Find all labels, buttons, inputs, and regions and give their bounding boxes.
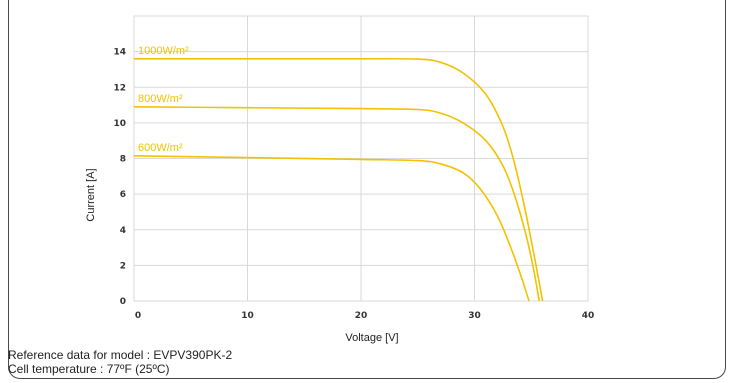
y-tick-labels: 0 2 4 6 8 10 12 14 [113, 48, 126, 307]
cell-temperature: Cell temperature : 77ºF (25ºC) [8, 362, 170, 376]
y-axis-title: Current [A] [85, 168, 97, 221]
y-tick-10: 10 [113, 119, 126, 129]
y-tick-8: 8 [120, 155, 126, 165]
y-tick-0: 0 [120, 297, 126, 307]
x-tick-40: 40 [582, 311, 595, 321]
x-tick-labels: 0 10 20 30 40 [135, 311, 594, 321]
x-tick-20: 20 [355, 311, 368, 321]
curve-label-1: 800W/m² [138, 93, 183, 105]
reference-notes: Reference data for model : EVPV390PK-2 C… [8, 348, 232, 376]
curve-2 [133, 155, 530, 302]
x-tick-30: 30 [468, 311, 481, 321]
x-tick-0: 0 [135, 311, 141, 321]
y-tick-12: 12 [113, 83, 126, 93]
y-tick-6: 6 [120, 190, 126, 200]
curve-0 [134, 57, 544, 302]
curve-labels: 1000W/m² 800W/m² 600W/m² [138, 45, 189, 154]
y-tick-2: 2 [120, 261, 126, 271]
grid [133, 15, 589, 302]
x-tick-10: 10 [241, 311, 254, 321]
curve-1 [133, 106, 540, 302]
curves [133, 57, 544, 302]
curve-label-2: 600W/m² [138, 142, 183, 154]
y-tick-14: 14 [113, 48, 126, 58]
chart-frame [8, 0, 726, 379]
y-tick-4: 4 [120, 226, 126, 236]
curve-label-0: 1000W/m² [138, 45, 189, 57]
x-axis-title: Voltage [V] [345, 332, 398, 344]
model-reference: Reference data for model : EVPV390PK-2 [8, 348, 233, 362]
